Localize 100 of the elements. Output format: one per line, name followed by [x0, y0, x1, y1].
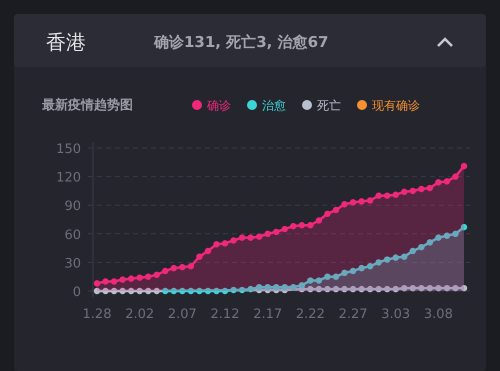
point [460, 224, 468, 230]
point [307, 277, 314, 284]
point [350, 286, 356, 292]
point [375, 192, 382, 199]
point [324, 210, 331, 217]
x-tick-label: 3.08 [424, 307, 453, 322]
point [154, 272, 160, 278]
x-tick-label: 2.27 [338, 307, 368, 322]
point [136, 274, 143, 281]
point [418, 284, 425, 292]
point [188, 288, 194, 294]
point [375, 259, 382, 266]
point [350, 199, 356, 206]
point [418, 186, 425, 192]
point [435, 284, 442, 292]
point [358, 198, 365, 205]
point [110, 288, 118, 294]
chart-title: 最新疫情趋势图 [41, 97, 133, 113]
point [452, 173, 459, 180]
point [179, 264, 186, 270]
point [410, 284, 416, 292]
point [298, 282, 306, 288]
point [238, 234, 246, 241]
point [324, 286, 331, 292]
point [307, 222, 314, 228]
point [256, 233, 262, 240]
x-tick-label: 3.03 [381, 307, 410, 322]
text: 确诊131, 死亡3, 治愈67 [153, 33, 328, 51]
point [444, 232, 450, 239]
point [435, 179, 442, 186]
point [401, 284, 408, 292]
point [247, 286, 254, 292]
point [128, 288, 134, 294]
point [110, 278, 118, 285]
y-tick-label: 90 [64, 199, 81, 214]
x-tick-label: 1.28 [82, 307, 112, 322]
point [290, 222, 296, 230]
point [94, 288, 100, 294]
point [426, 184, 434, 192]
point [204, 288, 212, 294]
point [332, 206, 340, 214]
point [145, 274, 152, 280]
y-tick-label: 150 [56, 142, 81, 157]
point [332, 286, 340, 292]
point [162, 268, 168, 274]
point [384, 286, 390, 292]
point [247, 234, 254, 241]
point [282, 284, 288, 290]
point [273, 284, 280, 290]
point [410, 248, 416, 254]
point [384, 192, 390, 199]
point [128, 275, 134, 282]
point [256, 284, 262, 290]
point [426, 239, 434, 246]
point [392, 254, 399, 261]
point [307, 286, 314, 292]
point [332, 274, 340, 280]
point [401, 188, 408, 196]
point [426, 284, 434, 292]
point [384, 256, 390, 263]
x-tick-label: 2.22 [296, 307, 325, 322]
point [460, 162, 468, 170]
point [188, 263, 194, 270]
point [366, 263, 374, 270]
y-tick-label: 60 [64, 228, 81, 243]
point [179, 288, 186, 294]
point [170, 288, 178, 294]
point [401, 253, 408, 260]
y-tick-label: 120 [56, 170, 81, 186]
legend-label: 治愈 [262, 98, 286, 112]
point [418, 244, 425, 250]
point [222, 288, 228, 294]
x-tick-label: 2.12 [210, 307, 240, 322]
point [230, 237, 237, 244]
point [341, 270, 348, 276]
point [341, 286, 348, 292]
point [375, 286, 382, 292]
point [435, 234, 442, 241]
point [204, 248, 212, 254]
point [316, 277, 322, 284]
x-tick-label: 2.07 [168, 307, 197, 322]
point [392, 286, 399, 292]
point [154, 288, 160, 294]
point [213, 288, 220, 294]
point [452, 230, 459, 237]
point [460, 284, 468, 292]
point [145, 288, 152, 294]
legend-label: 死亡 [317, 98, 341, 112]
point [196, 288, 203, 294]
legend-label: 现有确诊 [372, 98, 420, 112]
point [196, 253, 203, 260]
point [444, 284, 450, 292]
point [298, 222, 306, 228]
x-tick-label: 2.17 [253, 307, 282, 322]
y-tick-label: 30 [64, 256, 81, 272]
point [410, 188, 416, 194]
point [136, 288, 143, 294]
x-tick-label: 2.02 [125, 307, 154, 322]
point [358, 286, 365, 292]
point [282, 226, 288, 232]
